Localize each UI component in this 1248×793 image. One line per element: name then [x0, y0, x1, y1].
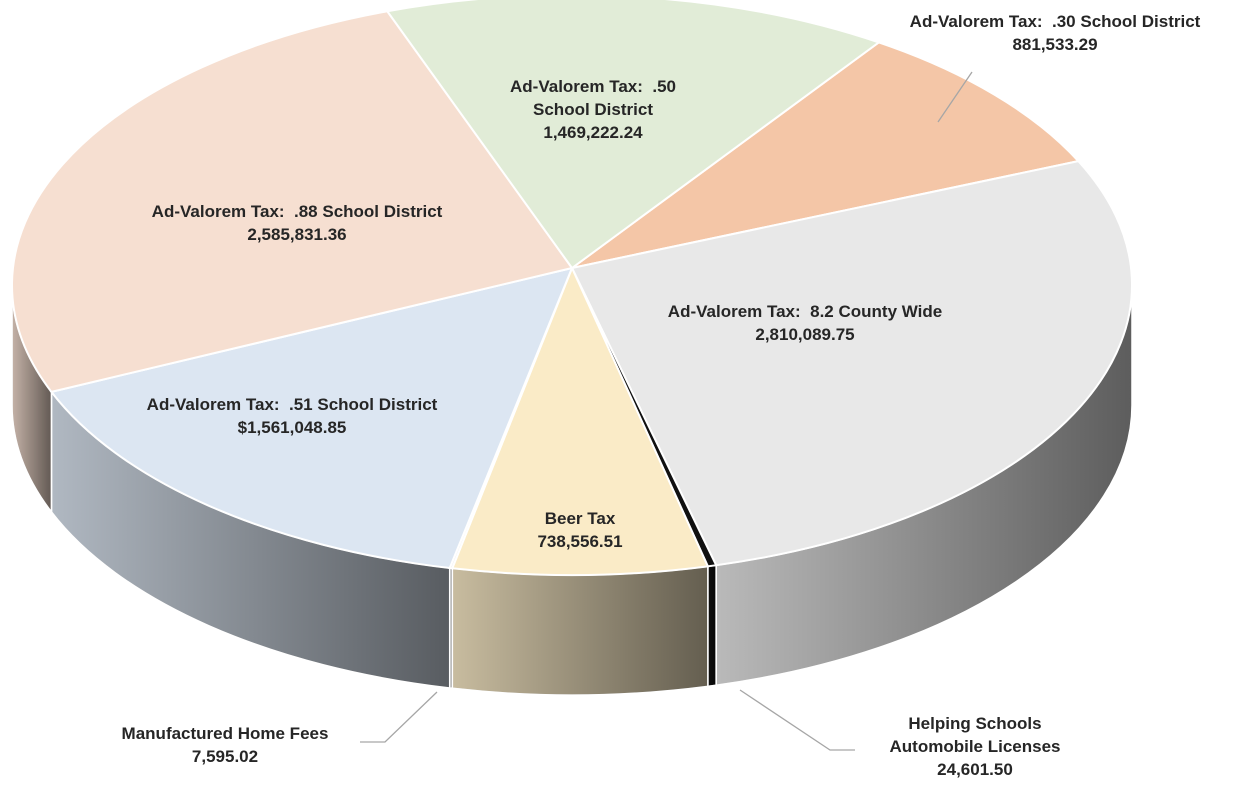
data-label: Beer Tax 738,556.51: [537, 507, 622, 553]
slice: [571, 41, 1081, 269]
category-label: Beer Tax: [544, 509, 616, 528]
category-label: Manufactured Home Fees: [121, 724, 329, 743]
slice: [49, 266, 574, 570]
leader-line: [360, 691, 438, 743]
leader-line: [937, 71, 973, 123]
value-label: 2,810,089.75: [755, 325, 855, 344]
data-label: Ad-Valorem Tax: .30 School District 881,5…: [910, 10, 1201, 56]
value-label: 1,469,222.24: [543, 123, 643, 142]
value-label: $1,561,048.85: [237, 418, 347, 437]
value-label: 2,585,831.36: [247, 225, 347, 244]
category-label: Ad-Valorem Tax: .88 School District: [151, 202, 443, 221]
slice: [385, 0, 881, 270]
slice: [570, 160, 1133, 567]
category-label: Ad-Valorem Tax: 8.2 County Wide: [667, 302, 943, 321]
value-label: 24,601.50: [937, 760, 1013, 779]
category-label: Helping Schools Automobile Licenses: [889, 714, 1061, 756]
slice: [11, 10, 574, 394]
slice-side-shade: [707, 564, 717, 688]
category-label: Ad-Valorem Tax: .50 School District: [510, 77, 681, 119]
slice: [450, 265, 710, 576]
data-label: Helping Schools Automobile Licenses 24,60…: [875, 712, 1075, 781]
category-label: Ad-Valorem Tax: .51 School District: [146, 395, 438, 414]
data-label: Ad-Valorem Tax: 8.2 County Wide 2,810,089…: [668, 300, 942, 346]
data-label: Manufactured Home Fees 7,595.02: [122, 722, 329, 768]
data-label: Ad-Valorem Tax: .51 School District $1,56…: [147, 393, 438, 439]
leader-line: [739, 689, 855, 751]
data-label: Ad-Valorem Tax: .88 School District 2,585…: [152, 200, 443, 246]
slice-side-shade: [451, 565, 709, 696]
value-label: 881,533.29: [1012, 35, 1098, 54]
category-label: Ad-Valorem Tax: .30 School District: [909, 12, 1201, 31]
data-label: Ad-Valorem Tax: .50 School District 1,469…: [483, 75, 703, 144]
value-label: 7,595.02: [191, 747, 259, 766]
value-label: 738,556.51: [537, 532, 623, 551]
